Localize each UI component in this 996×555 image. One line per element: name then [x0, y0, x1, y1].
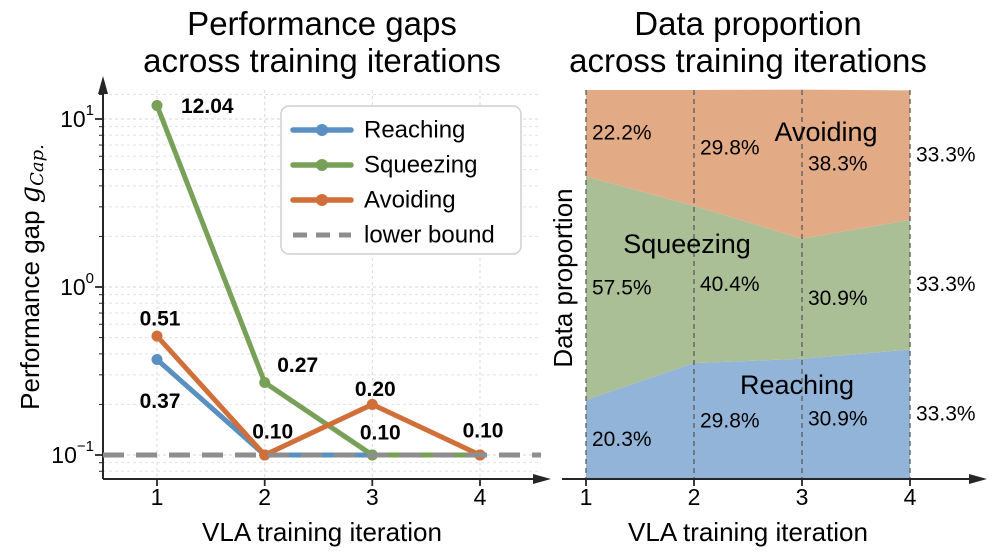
value-label-reaching-1: 0.37: [140, 390, 181, 413]
x-tick-label: 4: [474, 484, 487, 510]
data-point-squeezing-2: [259, 377, 271, 389]
axes: 1 2 3 4 101 100 10−1 VLA training iteration Perf…: [15, 76, 551, 547]
area-reaching: [586, 349, 910, 479]
series-line-reaching: [154, 357, 483, 458]
x-tick-label: 1: [151, 484, 164, 510]
legend-marker-icon: [316, 159, 328, 171]
area-squeezing: [586, 176, 910, 401]
pct-label-avoiding-4: 33.3%: [916, 144, 976, 167]
pct-label-avoiding-1: 22.2%: [592, 122, 652, 145]
performance-gaps-title-line1: Performance gaps: [187, 5, 457, 42]
series-squeezing: 12.04 0.27 0.10: [151, 95, 486, 461]
x-tick-label: 2: [688, 484, 701, 510]
x-tick-label: 3: [796, 484, 809, 510]
pct-label-avoiding-3: 38.3%: [808, 153, 868, 176]
data-proportion-title-line2: across training iterations: [569, 42, 927, 79]
y-tick-label: 100: [60, 270, 94, 301]
area-label-squeezing: Squeezing: [623, 229, 751, 259]
value-label-reaching-4: 0.10: [463, 420, 504, 443]
axes: 1 2 3 4 VLA training iteration Data proportio…: [548, 188, 987, 547]
pct-label-squeezing-3: 30.9%: [808, 287, 868, 310]
legend-item-reaching: Reaching: [290, 117, 465, 144]
legend-marker-icon: [316, 194, 328, 206]
x-tick-label: 4: [904, 484, 917, 510]
pct-label-squeezing-1: 57.5%: [592, 277, 652, 300]
y-axis-label: Performance gap gCap.: [15, 144, 48, 410]
data-point-reaching-1: [151, 354, 163, 366]
performance-gaps-title-line2: across training iterations: [143, 42, 501, 79]
value-label-squeezing-2: 0.27: [277, 354, 318, 377]
data-point-avoiding-2: [259, 449, 271, 461]
pct-label-squeezing-2: 40.4%: [700, 273, 760, 296]
value-label-avoiding-2: 0.10: [252, 421, 293, 444]
pct-label-reaching-2: 29.8%: [700, 410, 760, 433]
legend-marker-icon: [316, 124, 328, 136]
area-label-avoiding: Avoiding: [774, 117, 877, 147]
area-label-reaching: Reaching: [740, 370, 854, 400]
x-tick-label: 3: [366, 484, 379, 510]
x-axis-label: VLA training iteration: [202, 517, 442, 547]
value-label-squeezing-3: 0.10: [360, 422, 401, 445]
area-avoiding: [586, 89, 910, 239]
y-tick-label: 10−1: [51, 438, 94, 469]
series-avoiding: 0.51 0.10 0.20: [140, 308, 486, 461]
performance-gaps-chart: 1 2 3 4 101 100 10−1 VLA training iteration Perf…: [15, 76, 551, 547]
series-line-squeezing: [154, 102, 483, 458]
series-reaching: 0.37 0.10: [140, 354, 504, 461]
pct-label-avoiding-2: 29.8%: [700, 136, 760, 159]
x-tick-label: 1: [580, 484, 593, 510]
data-point-squeezing-1: [151, 99, 163, 111]
legend-item-avoiding: Avoiding: [290, 187, 456, 214]
value-label-avoiding-3: 0.20: [355, 378, 396, 401]
pct-label-reaching-1: 20.3%: [592, 428, 652, 451]
y-axis-label: Data proportion: [548, 188, 578, 367]
legend-box: [280, 105, 522, 255]
pct-label-squeezing-4: 33.3%: [916, 273, 976, 296]
y-axis-arrow-icon: [98, 76, 108, 94]
data-point-avoiding-3: [366, 398, 378, 410]
x-axis-arrow-icon: [533, 474, 551, 484]
data-proportion-chart: 1 2 3 4 VLA training iteration Data proportio…: [548, 89, 987, 547]
data-proportion-title-line1: Data proportion: [634, 5, 862, 42]
value-label-squeezing-1: 12.04: [181, 95, 234, 118]
x-tick-label: 2: [258, 484, 271, 510]
legend-label: Avoiding: [364, 187, 456, 214]
pct-label-reaching-4: 33.3%: [916, 403, 976, 426]
pct-label-reaching-3: 30.9%: [808, 407, 868, 430]
data-point-avoiding-1: [151, 330, 163, 342]
legend: Reaching Squeezing Avoiding lower bound: [280, 105, 522, 255]
legend-label: Squeezing: [364, 152, 477, 179]
legend-label: lower bound: [364, 222, 495, 249]
performance-gaps-title: Performance gaps across training iterati…: [143, 5, 501, 79]
legend-item-lower-bound: lower bound: [293, 222, 495, 249]
x-axis-arrow-icon: [969, 474, 987, 484]
value-label-avoiding-1: 0.51: [140, 308, 181, 331]
legend-item-squeezing: Squeezing: [290, 152, 477, 179]
data-proportion-title: Data proportion across training iteratio…: [569, 5, 927, 79]
x-axis-label: VLA training iteration: [628, 517, 868, 547]
series-line-avoiding: [154, 333, 483, 458]
y-tick-label: 101: [60, 102, 94, 133]
legend-label: Reaching: [364, 117, 465, 144]
